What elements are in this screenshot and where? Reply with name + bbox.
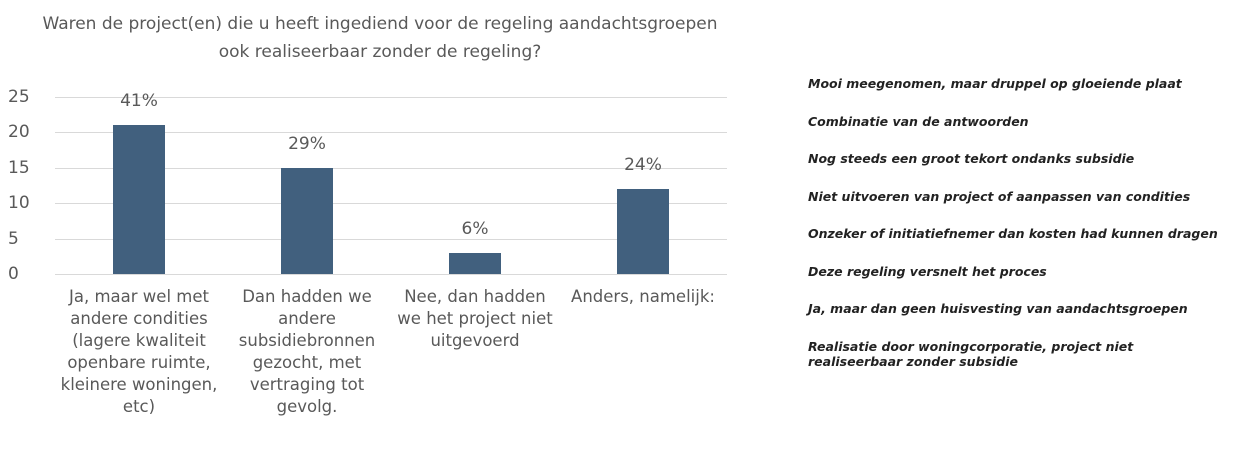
x-tick-label: Anders, namelijk: [571, 287, 715, 306]
comment: Onzeker of initiatiefnemer dan kosten ha… [808, 226, 1218, 241]
y-tick-label: 0 [8, 264, 19, 284]
chart-title: Waren de project(en) die u heeft ingedie… [42, 14, 718, 62]
y-tick-label: 20 [8, 122, 30, 143]
data-label: 24% [624, 155, 662, 176]
x-tick-label: Nee, dan hadden we het project niet uitg… [397, 287, 553, 350]
y-tick-label: 5 [8, 228, 19, 249]
x-tick-label: Ja, maar wel met andere condities (lager… [60, 287, 218, 416]
comment-list: Mooi meegenomen, maar druppel op gloeien… [808, 76, 1258, 376]
grid-line [55, 238, 727, 240]
x-tick-label: Dan hadden we andere subsidiebronnen gez… [238, 287, 376, 416]
chart: Waren de project(en) die u heeft ingedie… [8, 14, 727, 416]
data-label: 29% [288, 133, 326, 154]
comment: Realisatie door woningcorporatie, projec… [808, 338, 1134, 369]
grid-line [55, 167, 727, 169]
grid-line [55, 203, 727, 205]
grid-line [55, 97, 727, 98]
bar [281, 167, 333, 274]
comment: Mooi meegenomen, maar druppel op gloeien… [808, 76, 1182, 91]
comment: Nog steeds een groot tekort ondanks subs… [808, 151, 1135, 166]
grid-line [55, 132, 727, 134]
bar [617, 189, 669, 274]
y-tick-label: 10 [8, 193, 30, 214]
comment: Combinatie van de antwoorden [808, 113, 1029, 129]
data-label: 41% [120, 91, 158, 112]
grid-line [55, 274, 727, 275]
y-tick-label: 15 [8, 157, 30, 178]
y-tick-label: 25 [8, 87, 30, 107]
comment: Niet uitvoeren van project of aanpassen … [808, 188, 1191, 204]
data-label: 6% [461, 218, 489, 239]
comment: Deze regeling versnelt het proces [808, 263, 1047, 279]
bar [113, 125, 165, 274]
bar [449, 252, 501, 274]
comment: Ja, maar dan geen huisvesting van aandac… [808, 301, 1188, 316]
